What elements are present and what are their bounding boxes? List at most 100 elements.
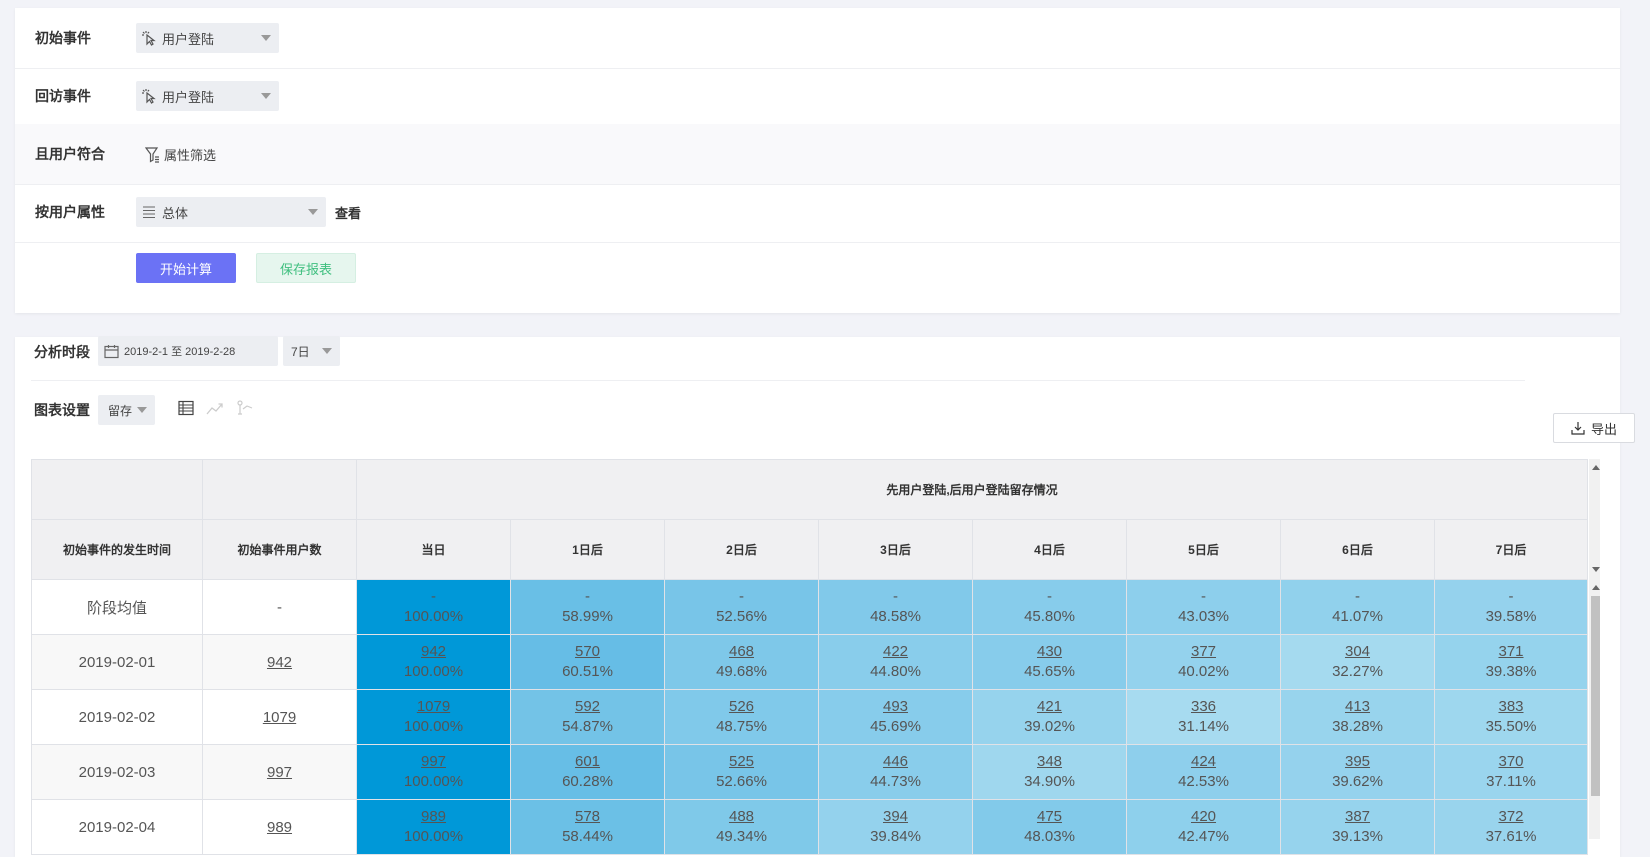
retention-cell[interactable]: 997 100.00% [356, 744, 511, 800]
retention-count-link[interactable]: 446 [882, 753, 909, 770]
retention-count-link[interactable]: 525 [728, 753, 755, 770]
retention-cell[interactable]: 493 45.69% [818, 689, 973, 745]
retention-cell[interactable]: 424 42.53% [1126, 744, 1281, 800]
property-filter-button[interactable]: 属性筛选 [145, 145, 216, 164]
retention-cell[interactable]: 430 45.65% [972, 634, 1127, 690]
retention-cell[interactable]: 601 60.28% [510, 744, 665, 800]
retention-count-link[interactable]: 592 [574, 698, 601, 715]
return-event-select[interactable]: 用户登陆 [136, 81, 279, 111]
retention-count-link[interactable]: 383 [1498, 698, 1524, 715]
scroll-down-arrow-icon[interactable] [1592, 567, 1600, 572]
retention-count-link[interactable]: 420 [1190, 808, 1217, 825]
col-header-users: 初始事件用户数 [202, 519, 357, 580]
retention-count-link[interactable]: 493 [882, 698, 909, 715]
export-button[interactable]: 导出 [1553, 413, 1635, 443]
retention-count-link[interactable]: 348 [1036, 753, 1063, 770]
retention-cell[interactable]: 304 32.27% [1280, 634, 1435, 690]
retention-cell[interactable]: 422 44.80% [818, 634, 973, 690]
retention-cell[interactable]: 942 100.00% [356, 634, 511, 690]
retention-count-link[interactable]: 468 [728, 643, 755, 660]
retention-count-link: - [739, 588, 744, 605]
retention-count-link[interactable]: 371 [1498, 643, 1524, 660]
scroll-up-arrow-icon[interactable] [1592, 465, 1600, 470]
view-link[interactable]: 查看 [335, 206, 362, 221]
retention-cell[interactable]: 446 44.73% [818, 744, 973, 800]
retention-cell[interactable]: 989 100.00% [356, 799, 511, 855]
retention-cell[interactable]: 488 49.34% [664, 799, 819, 855]
line-chart-icon[interactable] [206, 400, 224, 421]
funnel-chart-icon[interactable] [236, 400, 254, 421]
retention-count-link[interactable]: 570 [574, 643, 601, 660]
chart-type-value: 留存 [108, 403, 133, 418]
retention-count-link[interactable]: 488 [728, 808, 755, 825]
retention-count-link[interactable]: 422 [882, 643, 909, 660]
table-scrollbar-thumb[interactable] [1591, 596, 1600, 796]
group-by-select[interactable]: 总体 [136, 197, 326, 227]
retention-count-link[interactable]: 942 [420, 643, 447, 660]
retention-cell[interactable]: 468 49.68% [664, 634, 819, 690]
retention-count-link[interactable]: 424 [1190, 753, 1217, 770]
user-count-link[interactable]: 1079 [262, 708, 297, 726]
retention-count-link[interactable]: 387 [1344, 808, 1371, 825]
retention-count-link[interactable]: 370 [1498, 753, 1524, 770]
retention-cell[interactable]: 525 52.66% [664, 744, 819, 800]
retention-cell[interactable]: 395 39.62% [1280, 744, 1435, 800]
retention-cell[interactable]: 394 39.84% [818, 799, 973, 855]
row-user-count-cell[interactable]: 997 [202, 744, 357, 800]
retention-count-link[interactable]: 578 [574, 808, 601, 825]
chart-type-select[interactable]: 留存 [98, 395, 155, 425]
retention-percent: 42.47% [1178, 828, 1229, 845]
retention-cell[interactable]: 420 42.47% [1126, 799, 1281, 855]
chevron-down-icon [308, 209, 318, 215]
retention-cell[interactable]: 421 39.02% [972, 689, 1127, 745]
retention-count-link[interactable]: 475 [1036, 808, 1063, 825]
retention-cell[interactable]: 578 58.44% [510, 799, 665, 855]
retention-count-link[interactable]: 413 [1344, 698, 1371, 715]
row-user-count-cell[interactable]: 1079 [202, 689, 357, 745]
retention-cell[interactable]: 387 39.13% [1280, 799, 1435, 855]
window-select[interactable]: 7日 [283, 336, 340, 366]
retention-count-link[interactable]: 304 [1344, 643, 1371, 660]
retention-count-link[interactable]: 526 [728, 698, 755, 715]
retention-percent: 100.00% [403, 773, 464, 790]
retention-cell[interactable]: 336 31.14% [1126, 689, 1281, 745]
user-count-link[interactable]: 989 [266, 818, 293, 836]
retention-count-link[interactable]: 430 [1036, 643, 1063, 660]
retention-count-link[interactable]: 1079 [416, 698, 451, 715]
day-header: 4日后 [972, 519, 1127, 580]
retention-count-link[interactable]: 421 [1036, 698, 1063, 715]
retention-cell[interactable]: 377 40.02% [1126, 634, 1281, 690]
retention-cell[interactable]: 383 35.50% [1434, 689, 1588, 745]
retention-cell[interactable]: 413 38.28% [1280, 689, 1435, 745]
retention-count-link[interactable]: 336 [1190, 698, 1217, 715]
retention-count-link[interactable]: 372 [1498, 808, 1524, 825]
user-count-link[interactable]: 942 [266, 653, 293, 671]
retention-percent: 35.50% [1485, 718, 1537, 735]
retention-count-link[interactable]: 377 [1190, 643, 1217, 660]
retention-cell[interactable]: 526 48.75% [664, 689, 819, 745]
retention-cell[interactable]: 371 39.38% [1434, 634, 1588, 690]
scroll-up-arrow-icon[interactable] [1592, 585, 1600, 590]
retention-count-link[interactable]: 395 [1344, 753, 1371, 770]
retention-count-link[interactable]: 394 [882, 808, 909, 825]
retention-cell[interactable]: 1079 100.00% [356, 689, 511, 745]
retention-cell[interactable]: 370 37.11% [1434, 744, 1588, 800]
retention-count-link[interactable]: 997 [420, 753, 447, 770]
retention-cell[interactable]: 570 60.51% [510, 634, 665, 690]
retention-count-link[interactable]: 989 [420, 808, 447, 825]
row-user-count-cell[interactable]: 989 [202, 799, 357, 855]
retention-cell[interactable]: 592 54.87% [510, 689, 665, 745]
day-header: 3日后 [818, 519, 973, 580]
retention-percent: 40.02% [1178, 663, 1229, 680]
start-calculation-button[interactable]: 开始计算 [136, 253, 236, 283]
date-range-picker[interactable]: 2019-2-1 至 2019-2-28 [98, 336, 278, 366]
user-count-link[interactable]: 997 [266, 763, 293, 781]
retention-cell[interactable]: 475 48.03% [972, 799, 1127, 855]
retention-count-link[interactable]: 601 [574, 753, 601, 770]
table-view-icon[interactable] [178, 400, 194, 421]
retention-cell[interactable]: 348 34.90% [972, 744, 1127, 800]
retention-cell[interactable]: 372 37.61% [1434, 799, 1588, 855]
save-report-button[interactable]: 保存报表 [256, 253, 356, 283]
initial-event-select[interactable]: 用户登陆 [136, 23, 279, 53]
row-user-count-cell[interactable]: 942 [202, 634, 357, 690]
